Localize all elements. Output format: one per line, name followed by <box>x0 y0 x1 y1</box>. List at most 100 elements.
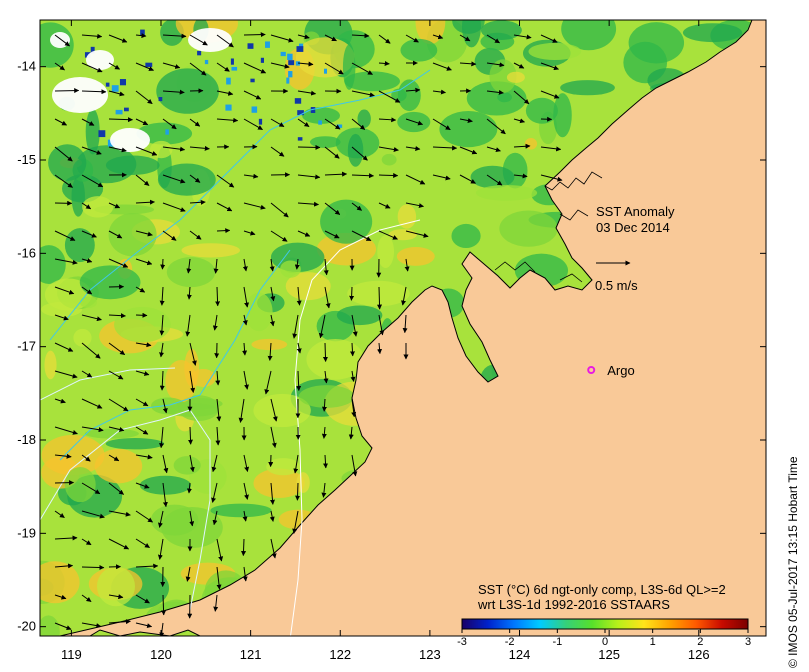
lon-tick-label: 119 <box>61 647 82 662</box>
cold-speckle <box>105 82 110 87</box>
current-arrow <box>351 202 362 211</box>
current-arrow <box>270 62 290 69</box>
anomaly-patch <box>306 339 365 380</box>
current-arrow <box>135 33 147 39</box>
current-arrow <box>324 286 331 309</box>
cold-speckle <box>98 130 106 138</box>
current-arrow <box>351 118 366 130</box>
current-arrow <box>108 482 124 495</box>
current-arrow <box>243 230 256 236</box>
current-arrow <box>159 314 165 336</box>
current-arrow <box>81 118 95 126</box>
current-arrow <box>270 202 289 218</box>
current-arrow <box>108 62 121 70</box>
current-arrow <box>540 90 560 99</box>
current-arrow <box>378 34 391 44</box>
anomaly-patch <box>309 136 341 148</box>
current-arrow <box>54 118 68 126</box>
current-arrow <box>162 146 186 152</box>
current-arrow <box>135 118 149 126</box>
current-arrow <box>432 89 446 95</box>
anomaly-patch <box>40 615 60 636</box>
current-arrow <box>405 87 421 93</box>
anomaly-patch <box>466 81 527 116</box>
anomaly-patch <box>82 196 114 218</box>
anomaly-patch <box>64 228 95 263</box>
current-arrow <box>108 117 134 123</box>
current-arrow <box>162 482 168 508</box>
current-arrow <box>323 454 329 469</box>
current-arrow <box>432 62 452 71</box>
current-arrow <box>459 61 477 67</box>
argo-float-marker[interactable] <box>587 366 596 374</box>
current-arrow <box>486 89 504 95</box>
current-arrow <box>324 118 341 130</box>
current-arrow <box>238 398 245 423</box>
current-arrow <box>54 370 78 379</box>
current-arrow <box>351 314 358 337</box>
current-arrow <box>293 454 299 474</box>
anomaly-patch <box>105 155 160 176</box>
current-arrow <box>215 370 221 386</box>
current-arrow <box>135 510 153 523</box>
current-arrow <box>159 426 165 449</box>
anomaly-patch <box>451 223 481 249</box>
current-arrow <box>54 62 65 71</box>
current-arrow <box>351 398 357 418</box>
lat-tick-label: -18 <box>17 432 36 447</box>
cold-speckle <box>265 41 270 48</box>
cold-speckle <box>280 51 286 57</box>
current-arrow <box>215 426 221 446</box>
current-arrow <box>322 342 328 362</box>
current-arrow <box>324 146 340 159</box>
current-arrow <box>54 34 70 47</box>
current-arrow <box>324 202 341 215</box>
current-arrow <box>402 314 408 334</box>
current-arrow <box>401 286 407 306</box>
anomaly-patch <box>136 122 193 145</box>
current-arrow <box>321 426 327 439</box>
current-arrow <box>216 117 239 123</box>
colorbar-caption-line1: SST (°C) 6d ngt-only comp, L3S-6d QL>=2 <box>478 582 726 597</box>
current-arrow <box>81 62 103 73</box>
anomaly-patch <box>295 37 355 78</box>
current-arrow <box>297 34 310 40</box>
current-arrow <box>186 286 192 300</box>
anomaly-patch <box>388 229 417 241</box>
map-plot-area <box>40 20 766 636</box>
current-arrow <box>267 342 273 361</box>
cold-speckle <box>288 60 295 66</box>
current-arrow <box>216 62 230 72</box>
current-arrow <box>162 174 186 184</box>
current-arrow <box>378 202 391 209</box>
current-arrow <box>513 34 532 40</box>
current-arrow <box>378 117 397 123</box>
anomaly-patch <box>525 97 558 124</box>
current-arrow <box>292 510 299 534</box>
current-arrow <box>270 146 285 157</box>
cold-speckle <box>111 85 119 92</box>
anomaly-patch <box>347 280 410 307</box>
current-arrow <box>405 34 419 43</box>
current-arrow <box>54 622 72 631</box>
current-arrow <box>54 314 69 321</box>
cold-speckle <box>287 53 293 60</box>
current-arrow <box>324 62 344 75</box>
current-arrow <box>270 426 277 448</box>
current-arrow <box>135 563 159 569</box>
current-arrow <box>296 342 302 354</box>
anomaly-patch <box>316 232 377 266</box>
current-arrow <box>459 118 473 123</box>
current-arrow <box>242 314 248 326</box>
cold-speckle <box>204 59 209 65</box>
current-arrow <box>81 510 105 519</box>
current-arrow <box>81 482 101 495</box>
current-arrow <box>216 34 234 48</box>
current-arrow <box>135 146 158 156</box>
colorbar-tick-label: 2 <box>697 636 703 648</box>
anomaly-patch <box>480 20 522 41</box>
current-arrow <box>540 34 558 43</box>
current-arrow <box>297 118 310 128</box>
cold-speckle <box>165 129 169 135</box>
current-arrow <box>211 482 218 503</box>
